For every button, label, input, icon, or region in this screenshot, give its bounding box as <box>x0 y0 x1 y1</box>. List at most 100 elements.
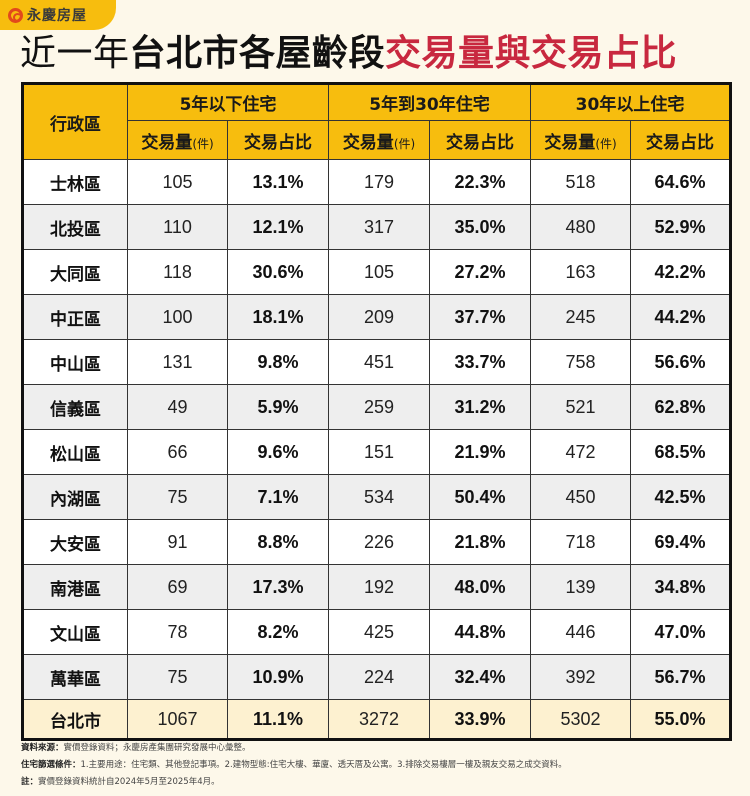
header-share: 交易占比 <box>227 120 329 160</box>
district-cell: 士林區 <box>22 159 128 205</box>
district-cell: 大同區 <box>22 249 128 295</box>
volume-cell: 131 <box>127 339 228 385</box>
share-cell: 8.8% <box>227 519 329 565</box>
share-cell: 27.2% <box>429 249 531 295</box>
volume-cell: 534 <box>328 474 430 520</box>
volume-cell: 3272 <box>328 699 430 740</box>
share-cell: 52.9% <box>629 204 732 250</box>
share-cell: 68.5% <box>629 429 732 475</box>
table-row: 文山區 78 8.2% 425 44.8% 446 47.0% <box>22 609 732 655</box>
share-cell: 9.6% <box>227 429 329 475</box>
share-cell: 42.2% <box>629 249 732 295</box>
share-cell: 11.1% <box>227 699 329 740</box>
table-row: 內湖區 75 7.1% 534 50.4% 450 42.5% <box>22 474 732 520</box>
volume-cell: 450 <box>530 474 631 520</box>
volume-cell: 451 <box>328 339 430 385</box>
share-cell: 69.4% <box>629 519 732 565</box>
share-cell: 47.0% <box>629 609 732 655</box>
district-cell: 中山區 <box>22 339 128 385</box>
table-row: 大安區 91 8.8% 226 21.8% 718 69.4% <box>22 519 732 565</box>
share-cell: 18.1% <box>227 294 329 340</box>
share-cell: 42.5% <box>629 474 732 520</box>
volume-cell: 75 <box>127 654 228 700</box>
table-row: 北投區 110 12.1% 317 35.0% 480 52.9% <box>22 204 732 250</box>
district-cell: 萬華區 <box>22 654 128 700</box>
volume-cell: 110 <box>127 204 228 250</box>
header-volume: 交易量(件) <box>530 120 631 160</box>
brand-name: 永慶房屋 <box>27 8 87 24</box>
share-cell: 9.8% <box>227 339 329 385</box>
volume-cell: 518 <box>530 159 631 205</box>
share-cell: 21.9% <box>429 429 531 475</box>
share-cell: 56.6% <box>629 339 732 385</box>
table-row: 中正區 100 18.1% 209 37.7% 245 44.2% <box>22 294 732 340</box>
title-subject: 台北市各屋齡段 <box>129 33 386 74</box>
volume-cell: 66 <box>127 429 228 475</box>
district-cell: 信義區 <box>22 384 128 430</box>
table-row: 大同區 118 30.6% 105 27.2% 163 42.2% <box>22 249 732 295</box>
volume-cell: 105 <box>328 249 430 295</box>
table-row: 中山區 131 9.8% 451 33.7% 758 56.6% <box>22 339 732 385</box>
volume-cell: 49 <box>127 384 228 430</box>
district-cell: 中正區 <box>22 294 128 340</box>
table-row: 士林區 105 13.1% 179 22.3% 518 64.6% <box>22 159 732 205</box>
total-row: 台北市 1067 11.1% 3272 33.9% 5302 55.0% <box>22 699 732 740</box>
share-cell: 7.1% <box>227 474 329 520</box>
volume-cell: 192 <box>328 564 430 610</box>
header-share: 交易占比 <box>629 120 732 160</box>
footnotes: 資料來源：實價登錄資料；永慶房產集團研究發展中心彙整。 住宅篩選條件：1.主要用… <box>21 740 741 791</box>
volume-cell: 139 <box>530 564 631 610</box>
volume-cell: 75 <box>127 474 228 520</box>
volume-cell: 259 <box>328 384 430 430</box>
volume-cell: 105 <box>127 159 228 205</box>
volume-cell: 5302 <box>530 699 631 740</box>
table-row: 萬華區 75 10.9% 224 32.4% 392 56.7% <box>22 654 732 700</box>
volume-cell: 209 <box>328 294 430 340</box>
table-row: 信義區 49 5.9% 259 31.2% 521 62.8% <box>22 384 732 430</box>
share-cell: 10.9% <box>227 654 329 700</box>
share-cell: 12.1% <box>227 204 329 250</box>
share-cell: 21.8% <box>429 519 531 565</box>
note-source: 資料來源：實價登錄資料；永慶房產集團研究發展中心彙整。 <box>21 743 251 753</box>
title-period: 近一年 <box>20 33 130 74</box>
volume-cell: 69 <box>127 564 228 610</box>
share-cell: 64.6% <box>629 159 732 205</box>
logo-icon <box>8 7 23 23</box>
table-row: 松山區 66 9.6% 151 21.9% 472 68.5% <box>22 429 732 475</box>
share-cell: 37.7% <box>429 294 531 340</box>
district-cell: 北投區 <box>22 204 128 250</box>
share-cell: 34.8% <box>629 564 732 610</box>
header-volume: 交易量(件) <box>127 120 228 160</box>
volume-cell: 163 <box>530 249 631 295</box>
volume-cell: 392 <box>530 654 631 700</box>
volume-cell: 179 <box>328 159 430 205</box>
volume-cell: 100 <box>127 294 228 340</box>
share-cell: 56.7% <box>629 654 732 700</box>
volume-cell: 472 <box>530 429 631 475</box>
transaction-table: 行政區 5年以下住宅 5年到30年住宅 30年以上住宅 交易量(件) 交易占比 … <box>21 82 733 741</box>
share-cell: 17.3% <box>227 564 329 610</box>
share-cell: 55.0% <box>629 699 732 740</box>
share-cell: 5.9% <box>227 384 329 430</box>
volume-cell: 718 <box>530 519 631 565</box>
volume-cell: 78 <box>127 609 228 655</box>
share-cell: 22.3% <box>429 159 531 205</box>
share-cell: 48.0% <box>429 564 531 610</box>
volume-cell: 224 <box>328 654 430 700</box>
share-cell: 50.4% <box>429 474 531 520</box>
district-cell: 文山區 <box>22 609 128 655</box>
share-cell: 35.0% <box>429 204 531 250</box>
brand-logo: 永慶房屋 <box>0 0 116 30</box>
volume-cell: 91 <box>127 519 228 565</box>
header-volume: 交易量(件) <box>328 120 430 160</box>
district-cell: 南港區 <box>22 564 128 610</box>
title-metric: 交易量與交易占比 <box>385 33 678 74</box>
share-cell: 31.2% <box>429 384 531 430</box>
district-cell: 松山區 <box>22 429 128 475</box>
volume-cell: 425 <box>328 609 430 655</box>
volume-cell: 758 <box>530 339 631 385</box>
header-group-over-30: 30年以上住宅 <box>529 83 732 121</box>
share-cell: 30.6% <box>227 249 329 295</box>
share-cell: 62.8% <box>629 384 732 430</box>
volume-cell: 118 <box>127 249 228 295</box>
